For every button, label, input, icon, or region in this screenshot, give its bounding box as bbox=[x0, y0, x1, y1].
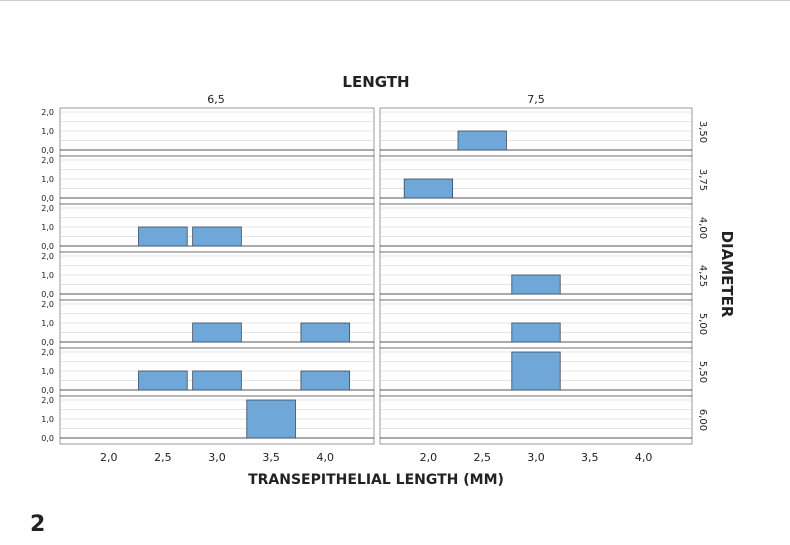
y-tick-label: 2,0 bbox=[41, 204, 54, 213]
y-tick-label: 0,0 bbox=[41, 146, 54, 155]
histogram-bar bbox=[457, 130, 507, 151]
x-tick-label: 3,5 bbox=[581, 451, 599, 464]
panel-border bbox=[379, 395, 693, 445]
row-panel-label: 3,50 bbox=[697, 121, 708, 143]
y-tick-label: 2,0 bbox=[41, 348, 54, 357]
panel-border bbox=[59, 395, 375, 445]
y-tick-label: 1,0 bbox=[41, 367, 54, 376]
row-panel-label: 5,00 bbox=[697, 313, 708, 335]
histogram-bar bbox=[192, 226, 242, 247]
y-tick-label: 2,0 bbox=[41, 396, 54, 405]
histogram-bar bbox=[511, 351, 561, 391]
row-panel-label: 6,00 bbox=[697, 409, 708, 431]
y-tick-label: 0,0 bbox=[41, 386, 54, 395]
x-tick-label: 4,0 bbox=[635, 451, 653, 464]
column-panel-label: 6,5 bbox=[207, 93, 225, 106]
panel-border bbox=[59, 251, 375, 301]
histogram-bar bbox=[403, 178, 454, 199]
y-tick-label: 0,0 bbox=[41, 434, 54, 443]
histogram-bar bbox=[300, 370, 351, 391]
row-axis-title: DIAMETER bbox=[718, 231, 736, 318]
y-tick-label: 1,0 bbox=[41, 175, 54, 184]
row-panel-label: 4,00 bbox=[697, 217, 708, 239]
row-panel-label: 3,75 bbox=[697, 169, 708, 191]
histogram-bar bbox=[192, 322, 242, 343]
x-tick-label: 2,0 bbox=[100, 451, 118, 464]
y-tick-label: 0,0 bbox=[41, 338, 54, 347]
histogram-bar bbox=[300, 322, 351, 343]
panel-border bbox=[379, 107, 693, 157]
histogram-bar bbox=[511, 322, 561, 343]
chart-title: LENGTH bbox=[342, 73, 409, 91]
panel-border bbox=[59, 155, 375, 205]
x-tick-label: 2,5 bbox=[473, 451, 491, 464]
y-tick-label: 2,0 bbox=[41, 300, 54, 309]
histogram-bar bbox=[138, 370, 188, 391]
y-tick-label: 1,0 bbox=[41, 127, 54, 136]
x-tick-label: 2,0 bbox=[420, 451, 438, 464]
y-tick-label: 1,0 bbox=[41, 271, 54, 280]
y-tick-label: 1,0 bbox=[41, 319, 54, 328]
y-tick-label: 1,0 bbox=[41, 223, 54, 232]
x-tick-label: 4,0 bbox=[317, 451, 335, 464]
y-tick-label: 2,0 bbox=[41, 252, 54, 261]
y-tick-label: 0,0 bbox=[41, 290, 54, 299]
column-panel-label: 7,5 bbox=[527, 93, 545, 106]
histogram-bar bbox=[192, 370, 242, 391]
figure-number: 2 bbox=[30, 512, 46, 537]
y-tick-label: 0,0 bbox=[41, 242, 54, 251]
row-panel-label: 4,25 bbox=[697, 265, 708, 287]
x-tick-label: 2,5 bbox=[154, 451, 172, 464]
x-axis-title: TRANSEPITHELIAL LENGTH (MM) bbox=[248, 472, 504, 488]
histogram-bar bbox=[246, 399, 296, 439]
facet-panels: 0,0 1,0 2,0 3,50 0,0 1,0 2,0 3,75 0,0 1,0 2,0 4,00 0… bbox=[41, 107, 708, 464]
x-tick-label: 3,0 bbox=[527, 451, 545, 464]
row-panel-label: 5,50 bbox=[697, 361, 708, 383]
x-tick-label: 3,5 bbox=[262, 451, 280, 464]
panel-border bbox=[379, 203, 693, 253]
x-tick-label: 3,0 bbox=[208, 451, 226, 464]
histogram-bar bbox=[511, 274, 561, 295]
histogram-bar bbox=[138, 226, 188, 247]
y-tick-label: 2,0 bbox=[41, 108, 54, 117]
y-tick-label: 0,0 bbox=[41, 194, 54, 203]
y-tick-label: 2,0 bbox=[41, 156, 54, 165]
y-tick-label: 1,0 bbox=[41, 415, 54, 424]
panel-border bbox=[59, 107, 375, 157]
